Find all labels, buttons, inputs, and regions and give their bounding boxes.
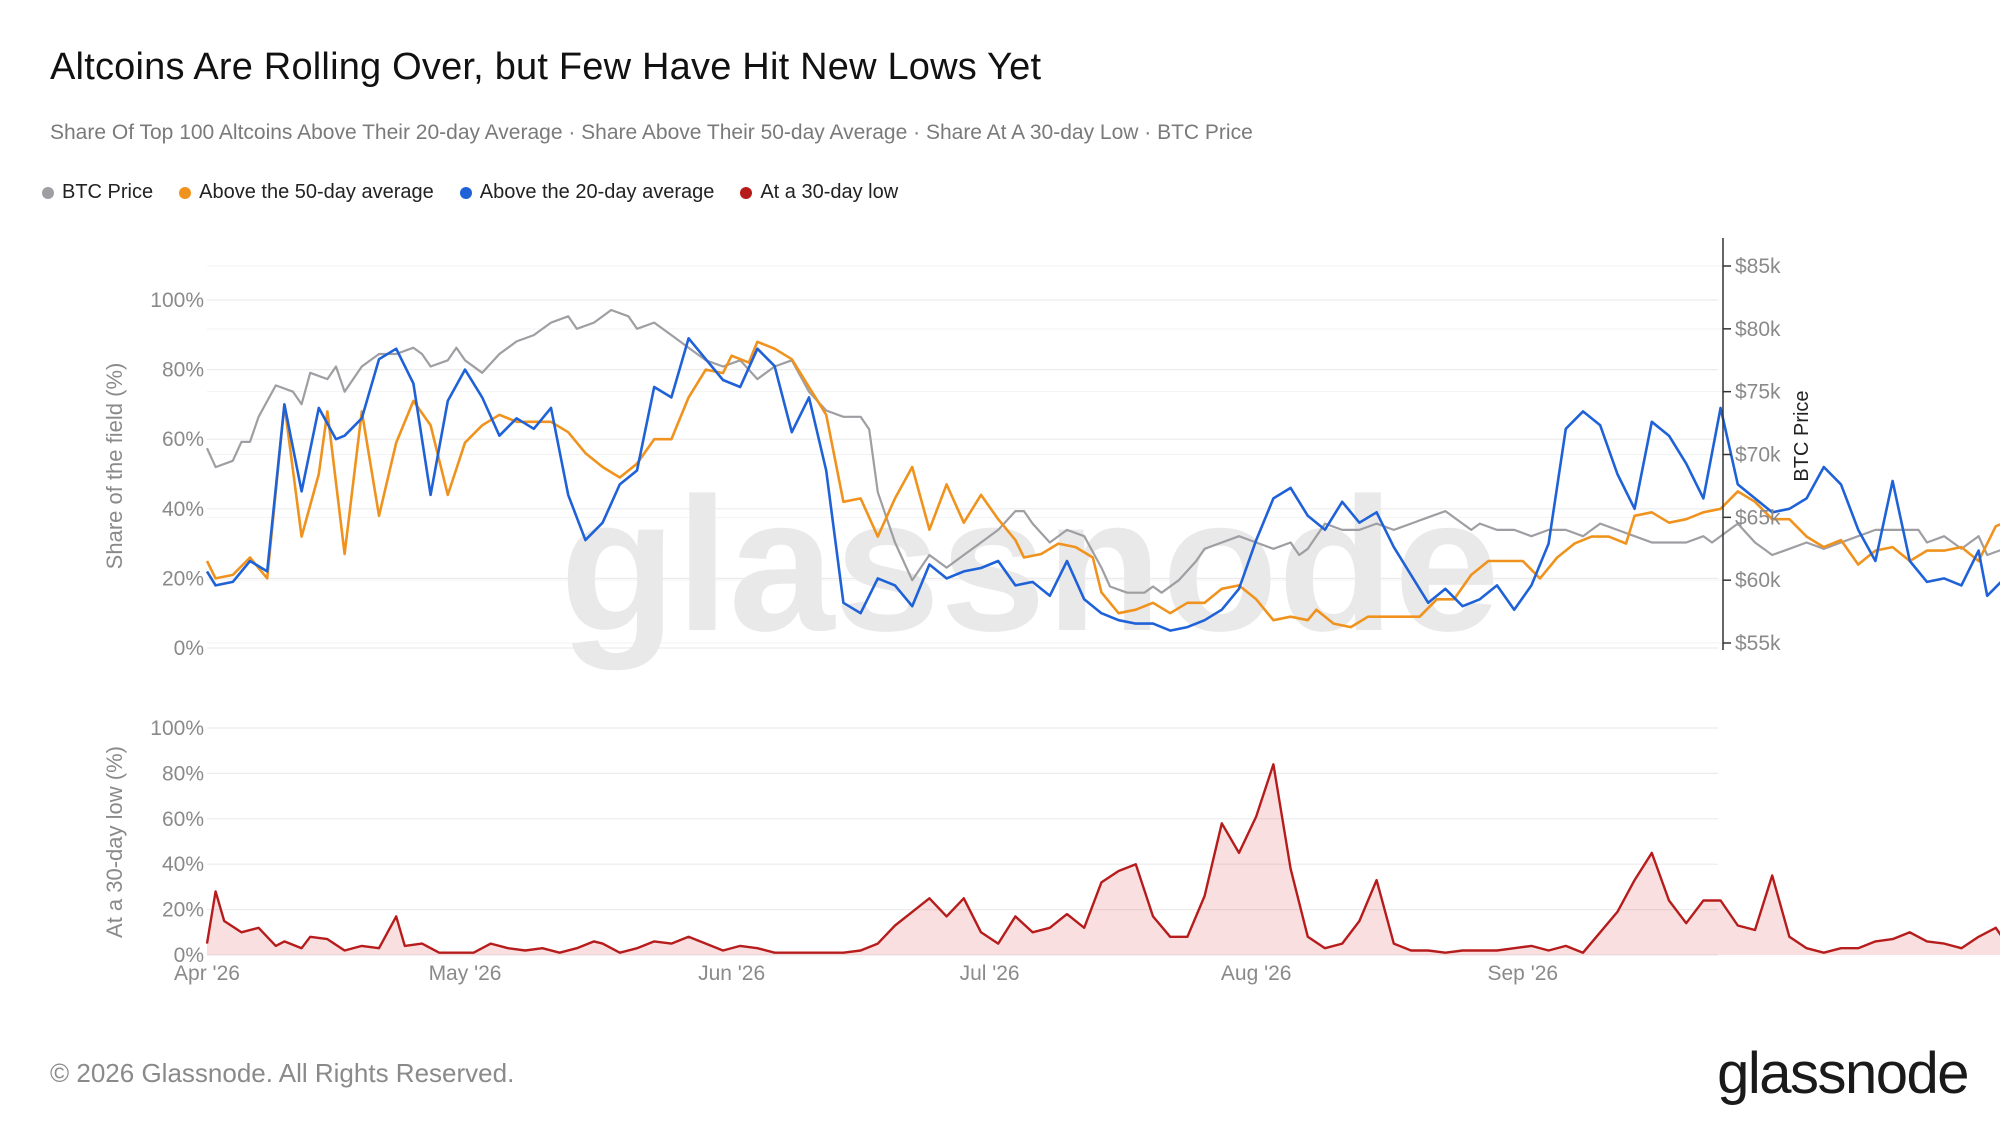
legend-dot-above-50 — [179, 186, 192, 199]
right-y-tick-label: $55k — [1735, 632, 1781, 655]
x-tick-label: Apr '26 — [174, 962, 240, 985]
legend-label-30-day-low: At a 30-day low — [760, 181, 899, 203]
legend-label-above-20: Above the 20-day average — [479, 181, 715, 203]
series-line-above-the-20-day-average — [205, 337, 2000, 632]
right-y-axis-title: BTC Price — [1791, 390, 1813, 481]
bottom-y-tick-label: 80% — [162, 762, 204, 785]
bottom-y-tick-label: 100% — [150, 717, 204, 740]
top-y-tick-label: 60% — [162, 428, 204, 451]
right-y-tick-label: $75k — [1735, 381, 1781, 404]
right-y-tick-label: $70k — [1735, 444, 1781, 467]
legend-dot-btc-price — [42, 186, 54, 199]
legend-dot-30-day-low — [740, 186, 753, 199]
watermark: glassnode — [560, 459, 1500, 671]
bottom-y-axis-title: At a 30-day low (%) — [102, 746, 127, 938]
chart-subtitle: Share Of Top 100 Altcoins Above Their 20… — [50, 121, 1253, 144]
x-tick-label: Jul '26 — [960, 962, 1020, 985]
bottom-y-tick-label: 60% — [162, 808, 204, 831]
top-y-tick-label: 100% — [150, 289, 204, 312]
axes: 0% 20% 40% 60% 80% 100% $55k $60k $65k $70k $75k $8… — [102, 238, 1813, 985]
x-tick-label: Sep '26 — [1488, 962, 1559, 985]
top-y-axis-title: Share of the field (%) — [102, 363, 127, 570]
top-y-tick-label: 20% — [162, 567, 204, 590]
legend-item-30-day-low[interactable]: At a 30-day low — [740, 181, 898, 204]
series-line-btc-price — [205, 308, 2000, 594]
copyright-notice: © 2026 Glassnode. All Rights Reserved. — [50, 1058, 515, 1088]
x-tick-label: May '26 — [429, 962, 502, 985]
top-panel-grid — [207, 265, 1723, 649]
legend-item-above-50[interactable]: Above the 50-day average — [179, 181, 434, 204]
bottom-y-tick-label: 0% — [174, 944, 204, 967]
series-area-at-a-30-day-low — [207, 764, 2000, 955]
right-y-tick-label: $80k — [1735, 318, 1781, 341]
legend-item-btc-price[interactable]: BTC Price — [42, 181, 153, 204]
bottom-panel-series — [205, 763, 2000, 955]
right-y-tick-label: $60k — [1735, 569, 1781, 592]
bottom-y-tick-label: 40% — [162, 853, 204, 876]
top-y-tick-label: 0% — [174, 637, 204, 660]
legend: BTC Price Above the 50-day average Above… — [42, 181, 924, 204]
chart-title: Altcoins Are Rolling Over, but Few Have … — [50, 46, 1042, 88]
legend-label-above-50: Above the 50-day average — [199, 181, 434, 203]
bottom-y-tick-label: 20% — [162, 899, 204, 922]
legend-dot-above-20 — [459, 186, 472, 199]
top-y-tick-label: 40% — [162, 498, 204, 521]
right-y-tick-label: $85k — [1735, 255, 1781, 278]
x-tick-label: Aug '26 — [1221, 962, 1292, 985]
x-tick-label: Jun '26 — [698, 962, 765, 985]
series-line-at-a-30-day-low — [205, 763, 2000, 954]
legend-label-btc-price: BTC Price — [62, 181, 154, 203]
series-line-above-the-50-day-average — [205, 340, 2000, 629]
right-y-tick-label: $65k — [1735, 506, 1781, 529]
top-y-tick-label: 80% — [162, 359, 204, 382]
legend-item-above-20[interactable]: Above the 20-day average — [459, 181, 715, 204]
brand-logo: glassnode — [1717, 1041, 1969, 1106]
top-panel-series — [205, 308, 2000, 632]
bottom-panel-grid — [207, 727, 1718, 956]
